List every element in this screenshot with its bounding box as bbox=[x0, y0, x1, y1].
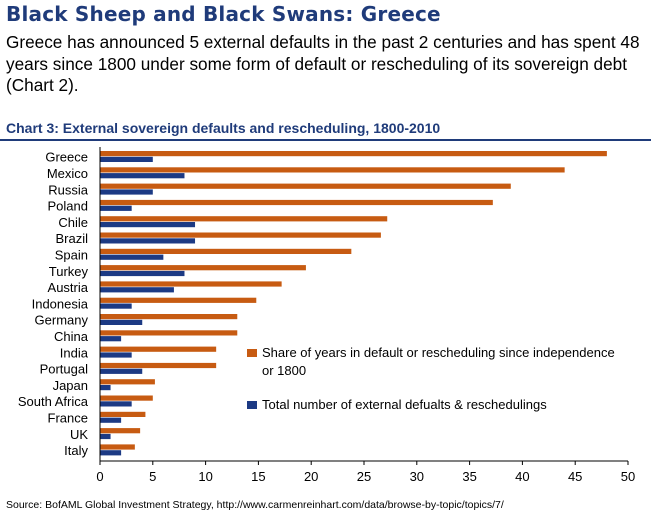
bar-japan-share bbox=[100, 379, 155, 385]
legend-swatch-total bbox=[247, 401, 257, 409]
legend-label-total: Total number of external defualts & resc… bbox=[262, 397, 547, 412]
category-label-uk: UK bbox=[70, 427, 88, 442]
category-label-germany: Germany bbox=[35, 313, 89, 328]
x-tick-label: 25 bbox=[357, 469, 371, 484]
bar-poland-total bbox=[100, 205, 132, 211]
bar-china-share bbox=[100, 330, 238, 336]
legend-label-share: Share of years in default or reschedulin… bbox=[262, 345, 615, 378]
intro-paragraph: Greece has announced 5 external defaults… bbox=[6, 32, 640, 95]
bar-chile-total bbox=[100, 222, 196, 228]
x-tick-label: 45 bbox=[568, 469, 582, 484]
bar-spain-share bbox=[100, 248, 352, 254]
bar-spain-total bbox=[100, 254, 164, 260]
category-label-poland: Poland bbox=[48, 199, 88, 214]
bar-south-africa-share bbox=[100, 395, 153, 401]
category-label-india: India bbox=[60, 345, 89, 360]
category-label-japan: Japan bbox=[53, 378, 88, 393]
bar-indonesia-total bbox=[100, 303, 132, 309]
bar-italy-total bbox=[100, 450, 122, 456]
category-label-mexico: Mexico bbox=[47, 166, 88, 181]
bar-poland-share bbox=[100, 199, 493, 206]
title-divider bbox=[0, 139, 651, 141]
bar-china-total bbox=[100, 336, 122, 342]
bar-india-total bbox=[100, 352, 132, 358]
x-tick-label: 40 bbox=[515, 469, 529, 484]
bar-russia-share bbox=[100, 183, 511, 189]
bar-brazil-total bbox=[100, 238, 196, 244]
legend-swatch-share bbox=[247, 349, 257, 357]
bar-mexico-share bbox=[100, 167, 565, 173]
category-label-indonesia: Indonesia bbox=[32, 296, 89, 311]
bar-chile-share bbox=[100, 216, 388, 222]
category-label-russia: Russia bbox=[48, 182, 89, 197]
bar-russia-total bbox=[100, 189, 153, 195]
category-label-greece: Greece bbox=[45, 150, 88, 165]
bar-japan-total bbox=[100, 385, 111, 391]
x-tick-label: 20 bbox=[304, 469, 318, 484]
bar-turkey-total bbox=[100, 270, 185, 277]
chart-bars bbox=[100, 151, 607, 456]
bar-mexico-total bbox=[100, 173, 185, 179]
bar-brazil-share bbox=[100, 232, 381, 238]
chart-title: Chart 3: External sovereign defaults and… bbox=[6, 120, 441, 136]
category-label-italy: Italy bbox=[64, 443, 88, 458]
bar-france-total bbox=[100, 417, 122, 423]
category-label-portugal: Portugal bbox=[40, 362, 89, 377]
category-label-chile: Chile bbox=[58, 215, 88, 230]
bar-indonesia-share bbox=[100, 297, 257, 303]
bar-india-share bbox=[100, 346, 217, 352]
bar-greece-share bbox=[100, 151, 607, 157]
category-label-spain: Spain bbox=[55, 247, 88, 262]
x-tick-label: 15 bbox=[251, 469, 265, 484]
category-label-turkey: Turkey bbox=[49, 264, 89, 279]
x-tick-label: 30 bbox=[410, 469, 424, 484]
category-label-france: France bbox=[48, 410, 88, 425]
x-tick-label: 10 bbox=[198, 469, 212, 484]
category-label-brazil: Brazil bbox=[55, 231, 88, 246]
x-tick-label: 50 bbox=[621, 469, 635, 484]
bar-austria-share bbox=[100, 281, 282, 287]
bar-germany-total bbox=[100, 319, 143, 325]
bar-germany-share bbox=[100, 314, 238, 320]
bar-turkey-share bbox=[100, 265, 306, 271]
bar-greece-total bbox=[100, 156, 153, 162]
x-tick-label: 35 bbox=[462, 469, 476, 484]
bar-uk-total bbox=[100, 433, 111, 440]
page-heading: Black Sheep and Black Swans: Greece bbox=[6, 2, 441, 26]
category-label-austria: Austria bbox=[48, 280, 89, 295]
bar-uk-share bbox=[100, 428, 141, 434]
x-axis: 0 5 10 15 20 25 30 35 40 45 50 bbox=[96, 147, 635, 484]
chart-legend: Share of years in default or reschedulin… bbox=[247, 345, 615, 412]
x-tick-label: 0 bbox=[96, 469, 103, 484]
x-tick-label: 5 bbox=[149, 469, 156, 484]
source-note: Source: BofAML Global Investment Strateg… bbox=[6, 499, 504, 511]
bar-italy-share bbox=[100, 444, 135, 450]
bar-portugal-total bbox=[100, 368, 143, 374]
bar-south-africa-total bbox=[100, 401, 132, 407]
category-label-china: China bbox=[54, 329, 89, 344]
bar-portugal-share bbox=[100, 362, 217, 369]
bar-france-share bbox=[100, 411, 146, 417]
bar-austria-total bbox=[100, 287, 174, 293]
category-label-south-africa: South Africa bbox=[18, 394, 89, 409]
